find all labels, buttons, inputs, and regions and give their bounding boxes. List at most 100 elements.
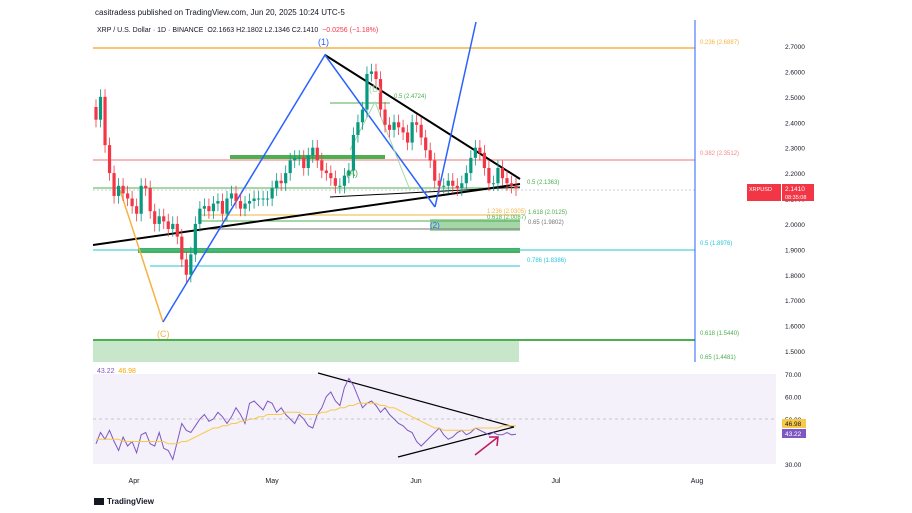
footer: TradingView — [94, 497, 154, 506]
candle-body — [460, 183, 464, 189]
candle-body — [112, 173, 116, 196]
y-tick-label: 1.6000 — [785, 324, 805, 331]
candle-body — [220, 201, 225, 214]
candle-body — [329, 173, 333, 179]
candle-body — [360, 109, 365, 123]
candle-body — [211, 203, 216, 212]
candle-body — [347, 170, 351, 176]
candle-body — [275, 180, 279, 189]
rsi-tick-label: 30.00 — [785, 462, 802, 469]
candle-body — [288, 160, 292, 174]
rsi-ma-badge — [782, 419, 806, 428]
candle-body — [261, 198, 265, 200]
candle-body — [419, 124, 423, 138]
fib-05-label: 0.5 (2.1363) — [527, 180, 559, 186]
badge-price-box — [782, 184, 814, 201]
candle-body — [193, 223, 197, 255]
candle-body — [491, 183, 496, 185]
candle-body — [279, 180, 283, 184]
candle-body — [509, 183, 514, 186]
candle-body — [324, 170, 328, 174]
candle-body — [270, 188, 274, 199]
candle-body — [162, 216, 166, 222]
candle-body — [229, 193, 234, 199]
candle-body — [293, 157, 297, 161]
candle-body — [410, 122, 414, 143]
wave-1-label: (1) — [318, 37, 329, 47]
candle-body — [442, 185, 446, 187]
upper-trendline — [324, 54, 521, 180]
fib-05-top-label: 0.5 (2.4724) — [394, 94, 426, 100]
candle-body — [189, 254, 193, 275]
candle-body — [451, 180, 455, 186]
wave-c-line — [119, 189, 164, 323]
candle-body — [356, 122, 360, 135]
candle-body — [433, 160, 437, 181]
candle-body — [284, 173, 288, 184]
fib-0786-label: 0.786 (1.8386) — [527, 258, 566, 264]
wave-3-line — [434, 21, 477, 208]
candle-body — [238, 201, 243, 209]
fib-0382-label: 0.382 (2.3512) — [700, 151, 739, 157]
candle-body — [505, 178, 509, 184]
y-tick-label: 1.5000 — [785, 349, 805, 356]
candle-body — [302, 157, 306, 168]
candle-body — [496, 168, 500, 184]
candle-body — [175, 223, 179, 237]
candle-body — [374, 71, 378, 80]
rsi-legend-value: 43.22 — [97, 368, 115, 375]
candle-body — [415, 122, 419, 125]
fib-065-label: 0.65 (1.9802) — [528, 220, 564, 226]
target-zone-bottom — [93, 340, 519, 362]
candle-body — [184, 259, 188, 275]
fib-0618-label: 0.618 (2.0087) — [487, 215, 526, 221]
tradingview-logo-icon — [94, 498, 104, 505]
fib-1236-label: 1.236 (2.0305) — [487, 209, 526, 215]
candle-body — [396, 122, 401, 128]
rsi-arrow-head — [489, 436, 499, 447]
publisher-line: casitradess published on TradingView.com… — [95, 8, 345, 17]
candle-body — [378, 79, 383, 110]
candle-body — [351, 134, 356, 171]
rsi-lower-trendline — [397, 426, 515, 458]
symbol-ohlc-line: XRP / U.S. Dollar · 1D · BINANCE O2.1663… — [97, 27, 378, 34]
target-zone-top-line — [93, 339, 695, 341]
y-tick-label: 2.3000 — [785, 146, 805, 153]
lower-trendline — [92, 183, 521, 246]
candle-body — [225, 198, 229, 214]
candle-body — [166, 221, 170, 229]
candle-body — [148, 188, 152, 212]
candle-body — [401, 127, 405, 133]
candle-body — [180, 236, 184, 260]
candle-body — [315, 147, 319, 161]
wave-1-line — [162, 53, 436, 323]
candle-body — [514, 185, 518, 189]
candle-body — [369, 71, 374, 74]
rsi-line — [95, 377, 517, 461]
candle-body — [135, 206, 139, 214]
rsi-legend: 43.22 46.98 — [97, 368, 136, 375]
candle-body — [252, 198, 256, 202]
y-tick-label: 1.9000 — [785, 247, 805, 254]
candle-body — [107, 145, 112, 174]
rsi-tick-label: 70.00 — [785, 372, 802, 379]
x-tick-label: Jul — [552, 478, 561, 485]
y-tick-label: 1.7000 — [785, 298, 805, 305]
y-tick-label: 2.6000 — [785, 69, 805, 76]
candles-group — [94, 63, 518, 283]
rsi-ma-value: 46.98 — [785, 421, 802, 428]
y-tick-label: 2.5000 — [785, 95, 805, 102]
candle-body — [392, 122, 396, 130]
candle-body — [243, 203, 247, 209]
rsi-badge — [782, 429, 806, 438]
y-tick-label: 1.8000 — [785, 273, 805, 280]
candle-body — [487, 168, 491, 184]
candle-body — [256, 198, 261, 200]
candle-body — [157, 216, 161, 224]
candle-body — [500, 168, 505, 179]
candle-body — [144, 185, 148, 189]
candle-body — [464, 173, 468, 184]
x-tick-label: Apr — [129, 478, 141, 485]
candle-body — [455, 185, 459, 189]
